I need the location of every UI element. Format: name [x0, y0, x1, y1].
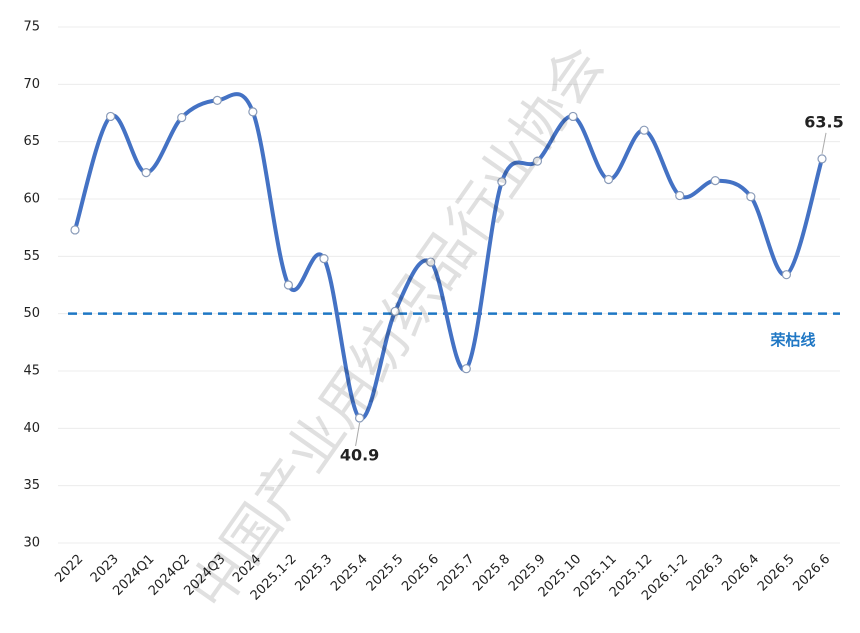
- data-point: [212, 95, 222, 105]
- x-tick-label: 2025.6: [399, 552, 442, 595]
- x-tick-label: 2025.3: [293, 552, 336, 595]
- data-point: [461, 364, 471, 374]
- data-point: [390, 306, 400, 316]
- reference-label: 荣枯线: [769, 331, 815, 349]
- data-point: [710, 176, 720, 186]
- y-tick-label: 35: [23, 478, 40, 493]
- data-point: [248, 107, 258, 117]
- data-point: [177, 112, 187, 123]
- data-point: [354, 413, 365, 423]
- label-leader: [821, 132, 827, 154]
- y-tick-label: 30: [23, 536, 40, 551]
- data-point: [426, 257, 436, 267]
- y-tick-label: 40: [23, 421, 40, 436]
- data-label: 40.9: [340, 446, 379, 465]
- data-point: [675, 190, 685, 201]
- data-point: [283, 280, 294, 290]
- data-point: [497, 177, 507, 187]
- y-tick-label: 60: [23, 192, 40, 207]
- data-point: [746, 192, 756, 202]
- data-point: [141, 168, 151, 178]
- data-point: [781, 270, 792, 280]
- x-tick-label: 2025.5: [364, 552, 407, 595]
- watermark: 中国产业用纺织品行业协会: [178, 34, 617, 622]
- y-tick-label: 45: [23, 364, 40, 379]
- y-tick-label: 70: [23, 77, 40, 92]
- data-point: [568, 111, 578, 122]
- data-point: [532, 156, 543, 166]
- data-point: [603, 174, 614, 185]
- data-point: [105, 111, 116, 122]
- label-leader: [355, 422, 361, 447]
- x-tick-label: 2026.3: [684, 552, 727, 595]
- series-line: [73, 92, 824, 421]
- x-tick-label: 2025.4: [328, 552, 371, 595]
- y-tick-label: 50: [23, 306, 40, 321]
- x-tick-label: 2026.4: [719, 552, 762, 595]
- y-tick-label: 75: [23, 20, 40, 35]
- data-point: [817, 154, 827, 164]
- data-label: 63.5: [804, 112, 843, 131]
- x-tick-label: 2022: [52, 552, 86, 586]
- y-tick-label: 55: [23, 249, 40, 264]
- data-point: [319, 254, 329, 264]
- x-tick-label: 2025.8: [470, 552, 513, 595]
- x-tick-label: 2026.6: [791, 552, 834, 595]
- data-point: [639, 125, 649, 135]
- data-point: [70, 225, 80, 235]
- x-tick-label: 2026.5: [755, 552, 798, 595]
- y-tick-label: 65: [23, 134, 40, 149]
- x-tick-label: 2025.7: [435, 552, 478, 595]
